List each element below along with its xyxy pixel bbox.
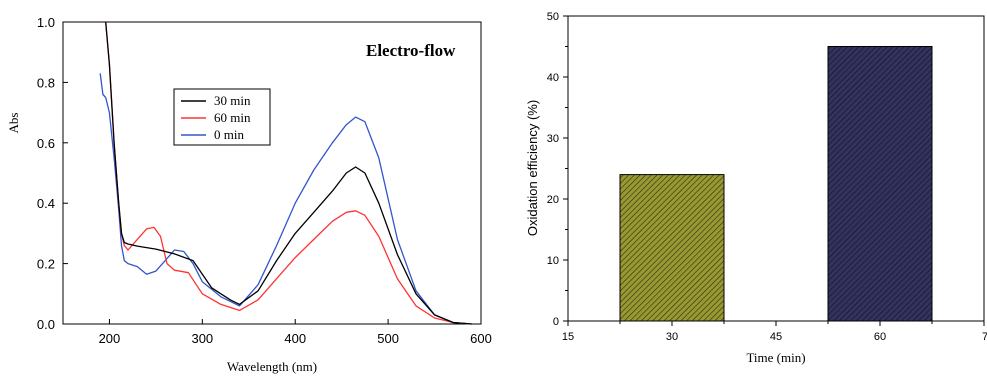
efficiency-y-tick-label: 50	[547, 11, 559, 23]
spectra-y-tick-label: 0.2	[37, 257, 55, 272]
series-line-30-min	[105, 21, 472, 325]
legend-label-30-min: 30 min	[214, 93, 251, 108]
spectra-y-tick-label: 0.6	[37, 136, 55, 151]
efficiency-bars	[619, 46, 933, 322]
spectra-y-axis: 0.0 0.2 0.4 0.6 0.8 1.0	[37, 15, 68, 332]
efficiency-y-axis-title: Oxidation efficiency (%)	[525, 100, 540, 236]
spectra-y-tick-label: 0.8	[37, 75, 55, 90]
efficiency-y-tick-label: 10	[547, 255, 559, 267]
spectra-x-tick-label: 500	[377, 331, 399, 346]
spectra-x-tick-label: 400	[284, 331, 306, 346]
legend-label-0-min: 0 min	[214, 127, 244, 142]
efficiency-x-tick-label: 7	[982, 331, 987, 343]
efficiency-x-tick-label: 45	[770, 331, 782, 343]
efficiency-x-axis-title: Time (min)	[746, 350, 805, 365]
spectra-series	[99, 21, 472, 325]
spectra-chart: 200 300 400 500 600 0.0 0.2 0.4 0.6 0.8 1.0 Wavel…	[6, 15, 492, 374]
spectra-y-tick-label: 1.0	[37, 15, 55, 30]
series-line-60-min	[105, 21, 472, 325]
efficiency-y-tick-label: 20	[547, 194, 559, 206]
efficiency-x-tick-label: 15	[562, 331, 574, 343]
efficiency-y-tick-label: 40	[547, 72, 559, 84]
efficiency-x-tick-label: 60	[874, 331, 886, 343]
bar-30-min	[619, 174, 725, 322]
spectra-plot-frame	[62, 21, 482, 325]
spectra-legend: 30 min 60 min 0 min	[173, 88, 271, 146]
legend-label-60-min: 60 min	[214, 110, 251, 125]
spectra-x-tick-label: 200	[99, 331, 121, 346]
spectra-x-tick-label: 300	[191, 331, 213, 346]
spectra-x-tick-label: 600	[470, 331, 492, 346]
spectra-annotation: Electro-flow	[366, 41, 456, 60]
spectra-y-axis-title: Abs	[6, 113, 21, 134]
series-line-0-min	[99, 73, 472, 325]
spectra-x-axis: 200 300 400 500 600	[99, 319, 492, 346]
efficiency-x-tick-label: 30	[666, 331, 678, 343]
efficiency-y-tick-label: 0	[553, 316, 559, 328]
spectra-x-axis-title: Wavelength (nm)	[227, 359, 317, 374]
efficiency-y-axis: 0 10 20 30 40 50	[547, 11, 568, 328]
efficiency-chart: 15 30 45 60 7 0 10 20 30 40 50 Time (min) Oxidati…	[525, 11, 987, 365]
efficiency-y-tick-label: 30	[547, 133, 559, 145]
spectra-y-tick-label: 0.4	[37, 196, 55, 211]
spectra-y-tick-label: 0.0	[37, 317, 55, 332]
efficiency-x-axis: 15 30 45 60 7	[562, 321, 987, 343]
bar-60-min	[827, 46, 933, 322]
